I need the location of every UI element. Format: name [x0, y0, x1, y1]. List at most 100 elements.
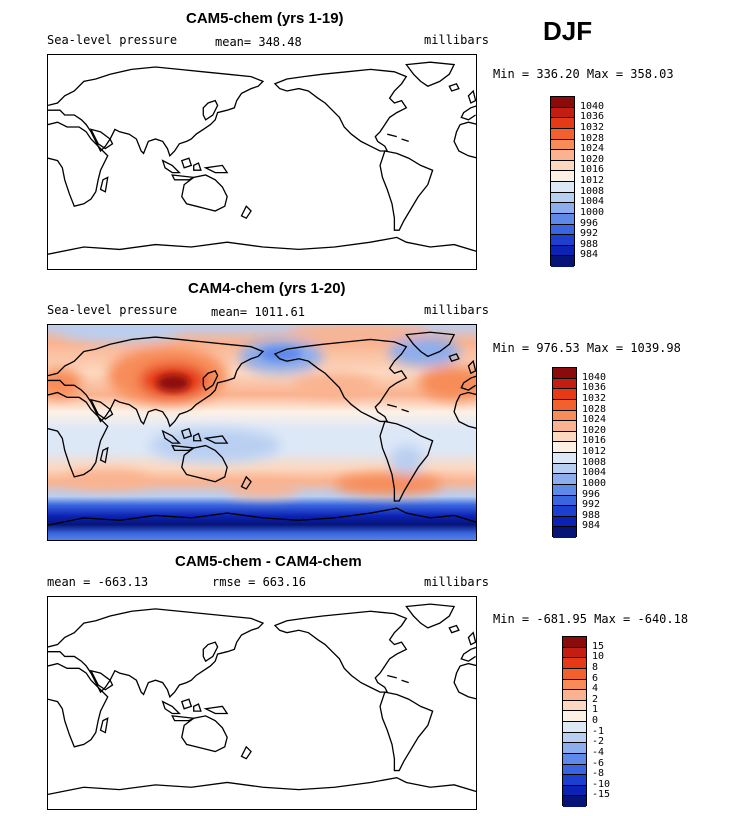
panel1-colorbar — [550, 96, 575, 267]
panel2-colorbar — [552, 367, 577, 538]
panel2-colorbar-label: 1020 — [582, 424, 607, 436]
panel3-colorbar-swatch — [563, 753, 586, 765]
panel2-colorbar-label: 1016 — [582, 435, 607, 447]
panel1-colorbar-label: 1008 — [580, 185, 605, 197]
panel2-variable: Sea-level pressure — [47, 303, 178, 317]
panel1-map — [47, 54, 477, 270]
panel1-title: CAM5-chem (yrs 1-19) — [186, 10, 344, 27]
panel3-title: CAM5-chem - CAM4-chem — [175, 553, 362, 570]
panel3-colorbar-swatch — [563, 764, 586, 776]
panel2-colorbar-label: 1004 — [582, 467, 607, 479]
panel3-colorbar-swatch — [563, 637, 586, 648]
panel3-colorbar-swatch — [563, 690, 586, 701]
panel3-colorbar-label: 0 — [592, 715, 599, 726]
panel1-colorbar-swatch — [551, 160, 574, 172]
panel2-colorbar-label: 1036 — [582, 382, 607, 394]
panel3-colorbar-swatch — [563, 700, 586, 712]
panel2-colorbar-label: 1032 — [582, 392, 607, 404]
panel1-colorbar-label: 1016 — [580, 164, 605, 176]
panel1-colorbar-label: 1036 — [580, 111, 605, 123]
panel1-colorbar-label: 992 — [580, 228, 599, 240]
panel3-colorbar-label: 2 — [592, 693, 599, 705]
panel2-colorbar-label: 1012 — [582, 446, 607, 457]
panel2-colorbar-swatch — [553, 378, 576, 390]
panel2-colorbar-swatch — [553, 463, 576, 475]
panel1-mean: mean= 348.48 — [215, 35, 302, 49]
panel3-colorbar-swatch — [563, 796, 586, 807]
panel3-map — [47, 596, 477, 810]
panel2-colorbar-label: 1000 — [582, 477, 607, 489]
panel3-colorbar-label: 1 — [592, 704, 599, 716]
panel1-colorbar-label: 1020 — [580, 153, 605, 165]
panel1-colorbar-swatch — [551, 118, 574, 129]
panel2-colorbar-label: 1028 — [582, 403, 607, 415]
panel3-rmse: rmse = 663.16 — [212, 575, 306, 589]
panel3-colorbar-swatch — [563, 732, 586, 744]
panel3-colorbar-swatch — [563, 679, 586, 691]
panel3-colorbar-label: 15 — [592, 640, 605, 652]
panel1-colorbar-label: 1040 — [580, 100, 605, 112]
season-label: DJF — [543, 16, 593, 46]
panel3-colorbar-swatch — [563, 785, 586, 797]
panel2-colorbar-swatch — [553, 421, 576, 432]
panel3-colorbar-label: -4 — [592, 746, 605, 758]
panel2-colorbar-swatch — [553, 389, 576, 400]
panel1-coastlines — [48, 61, 476, 255]
panel1-minmax: Min = 336.20 Max = 358.03 — [493, 67, 674, 81]
panel2-colorbar-swatch — [553, 527, 576, 538]
panel3-colorbar-label: 8 — [592, 661, 599, 673]
panel2-colorbar-swatch — [553, 453, 576, 464]
panel1-colorbar-swatch — [551, 203, 574, 214]
panel2-mean: mean= 1011.61 — [211, 305, 305, 319]
panel2-colorbar-swatch — [553, 431, 576, 443]
panel2-colorbar-swatch — [553, 495, 576, 507]
panel2-colorbar-label: 1040 — [582, 371, 607, 383]
panel1-colorbar-label: 984 — [580, 249, 599, 261]
panel1-colorbar-label: 1032 — [580, 121, 605, 133]
panel2-colorbar-swatch — [553, 484, 576, 496]
panel3-mean: mean = -663.13 — [47, 575, 149, 589]
panel1-colorbar-label: 1012 — [580, 175, 605, 186]
panel3-colorbar-swatch — [563, 743, 586, 754]
panel1-variable: Sea-level pressure — [47, 33, 178, 47]
panel3-colorbar-label: 6 — [592, 672, 599, 684]
panel3-colorbar-swatch — [563, 647, 586, 659]
panel3-colorbar-label: -15 — [592, 789, 611, 801]
panel2-colorbar-label: 996 — [582, 488, 601, 500]
panel1-colorbar-label: 996 — [580, 217, 599, 229]
panel1-colorbar-label: 1028 — [580, 132, 605, 144]
panel1-colorbar-swatch — [551, 139, 574, 151]
panel1-colorbar-swatch — [551, 256, 574, 267]
panel3-colorbar-label: -6 — [592, 757, 605, 769]
panel1-colorbar-swatch — [551, 192, 574, 204]
panel1-colorbar-swatch — [551, 107, 574, 119]
panel2-map — [47, 324, 477, 541]
panel1-units: millibars — [424, 33, 490, 47]
panel3-colorbar-label: 4 — [592, 683, 599, 695]
panel2-minmax: Min = 976.53 Max = 1039.98 — [493, 341, 681, 355]
panel3-colorbar-swatch — [563, 658, 586, 669]
panel1-colorbar-swatch — [551, 235, 574, 246]
panel3-units: millibars — [424, 575, 490, 589]
panel2-colorbar-label: 988 — [582, 509, 601, 521]
panel3-colorbar-label: -8 — [592, 768, 605, 780]
panel2-colorbar-label: 1024 — [582, 414, 607, 426]
panel2-colorbar-swatch — [553, 368, 576, 379]
panel3-colorbar — [562, 636, 587, 807]
panel1-colorbar-swatch — [551, 245, 574, 257]
panel1-colorbar-swatch — [551, 171, 574, 182]
panel1-colorbar-label: 1000 — [580, 206, 605, 218]
panel3-minmax: Min = -681.95 Max = -640.18 — [493, 612, 689, 626]
panel2-colorbar-label: 1008 — [582, 456, 607, 468]
panel3-colorbar-label: 10 — [592, 651, 605, 663]
panel2-slp-field — [48, 325, 476, 540]
panel2-title: CAM4-chem (yrs 1-20) — [188, 280, 346, 297]
panel1-colorbar-label: 1024 — [580, 143, 605, 155]
panel2-colorbar-swatch — [553, 506, 576, 517]
panel2-colorbar-label: 992 — [582, 499, 601, 511]
panel2-colorbar-swatch — [553, 474, 576, 485]
panel2-colorbar-swatch — [553, 410, 576, 422]
panel3-colorbar-swatch — [563, 722, 586, 733]
panel2-colorbar-swatch — [553, 516, 576, 528]
panel3-colorbar-label: -1 — [592, 725, 605, 737]
